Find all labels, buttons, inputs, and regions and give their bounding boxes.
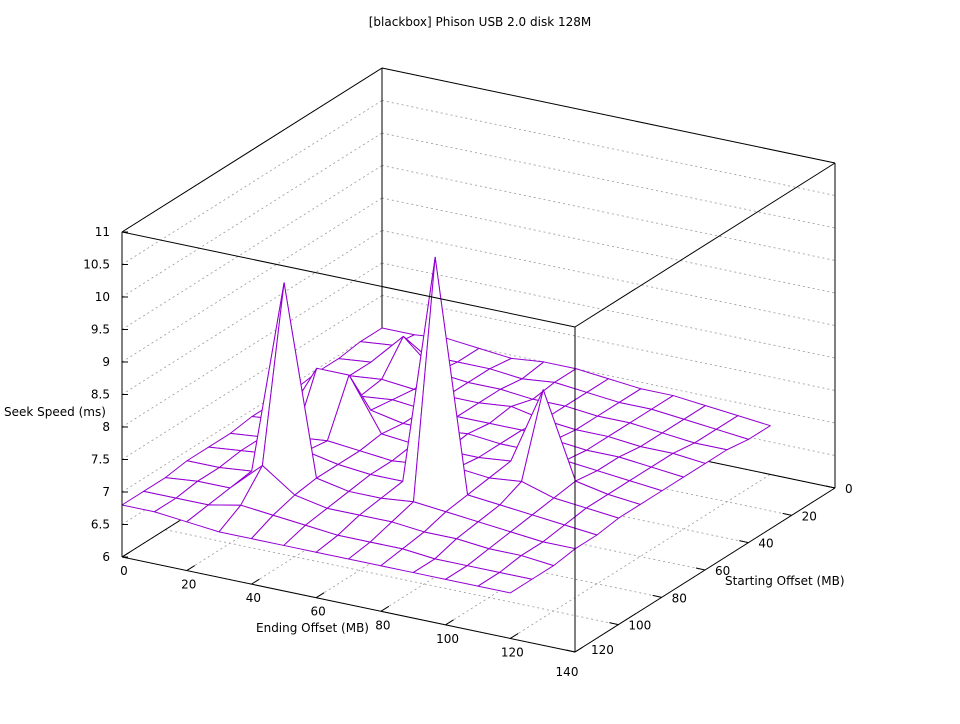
z-tick-label: 6.5: [91, 518, 110, 532]
z-grid-line: [121, 165, 383, 330]
z-grid-line: [381, 295, 836, 391]
x-tick-label: 140: [556, 665, 579, 679]
y-tick: [565, 649, 576, 653]
z-tick-label: 6: [102, 550, 110, 564]
x-tick: [574, 646, 584, 653]
box-front-edges: [121, 67, 836, 653]
z-grid-line: [121, 230, 383, 395]
z-tick-label: 11: [95, 225, 110, 239]
z-tick-label: 9.5: [91, 323, 110, 337]
x-tick-label: 0: [120, 564, 128, 578]
y-tick: [695, 567, 706, 571]
z-axis-label: Seek Speed (ms): [4, 405, 106, 419]
box-edge: [574, 162, 836, 328]
x-tick: [510, 633, 519, 639]
y-tick-label: 120: [591, 643, 614, 657]
y-tick-label: 100: [628, 619, 651, 633]
x-tick: [121, 551, 131, 558]
y-tick-label: 80: [672, 591, 687, 605]
box-edge: [121, 67, 383, 233]
box-edge: [121, 556, 576, 653]
z-grid-line: [381, 197, 836, 294]
y-tick: [825, 485, 836, 489]
z-grid-line: [121, 100, 383, 265]
x-tick: [315, 592, 325, 599]
x-tick-label: 80: [375, 618, 390, 632]
x-tick-label: 60: [311, 605, 326, 619]
x-tick: [445, 619, 454, 626]
z-grid-line: [121, 295, 383, 460]
y-tick-label: 60: [715, 564, 730, 578]
z-grid-line: [381, 262, 836, 359]
surface-mesh: [121, 256, 771, 594]
surface-cell: [477, 571, 533, 594]
x-tick-label: 120: [501, 645, 524, 659]
z-grid-line: [381, 100, 836, 196]
y-tick: [652, 594, 662, 598]
z-grid-line: [121, 327, 383, 493]
z-grid-line: [121, 197, 383, 363]
x-tick: [186, 565, 195, 571]
x-tick-label: 40: [246, 591, 261, 605]
y-tick: [609, 622, 619, 626]
x-tick: [380, 605, 390, 612]
z-grid-line: [121, 132, 383, 298]
z-tick-label: 7.5: [91, 453, 110, 467]
x-axis-label: Ending Offset (MB): [256, 621, 369, 635]
z-tick-label: 10.5: [83, 258, 110, 272]
y-tick: [739, 540, 749, 544]
z-grid-line: [121, 262, 383, 428]
y-tick-label: 0: [845, 482, 853, 496]
box-edge: [381, 67, 836, 164]
z-grid-line: [381, 132, 836, 229]
y-tick: [782, 512, 792, 516]
z-tick-label: 7: [102, 485, 110, 499]
y-tick-label: 20: [802, 509, 817, 523]
z-grid-line: [381, 327, 836, 424]
x-tick-label: 100: [436, 632, 459, 646]
z-grid-line: [381, 230, 836, 326]
z-tick-label: 9: [102, 355, 110, 369]
y-grid-line: [165, 529, 619, 626]
z-tick-label: 10: [95, 290, 110, 304]
chart-title: [blackbox] Phison USB 2.0 disk 128M: [369, 15, 591, 29]
box-edge: [121, 231, 576, 328]
tick-labels: 6 6.5 7 7.5 8 8.5 9 9.5 10 10.5 11 0 20 40 60 80 100 120 1…: [83, 225, 852, 679]
x-tick: [251, 578, 260, 585]
z-grid-line: [381, 165, 836, 261]
y-axis-label: Starting Offset (MB): [725, 574, 845, 588]
y-tick-label: 40: [758, 537, 773, 551]
x-tick-label: 20: [181, 578, 196, 592]
z-tick-label: 8: [102, 420, 110, 434]
z-tick-label: 8.5: [91, 388, 110, 402]
